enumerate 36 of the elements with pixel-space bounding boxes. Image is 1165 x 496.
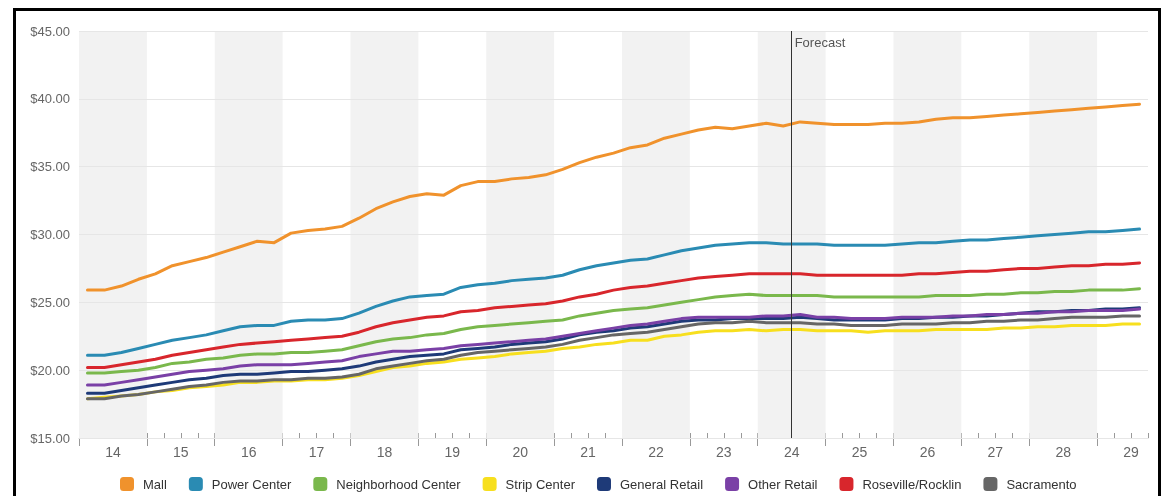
- y-tick-label: $45.00: [30, 23, 70, 39]
- y-tick-label: $30.00: [30, 227, 70, 242]
- legend-label: Roseville/Rocklin: [862, 476, 962, 492]
- x-tick-label: 18: [376, 444, 393, 460]
- line-series: [85, 102, 1142, 292]
- x-tick-label: 22: [648, 444, 664, 460]
- legend-label: Strip Center: [505, 476, 576, 492]
- x-tick-label: 20: [512, 444, 529, 460]
- y-tick-label: $15.00: [30, 430, 70, 446]
- x-tick-label: 21: [580, 444, 597, 460]
- x-tick-label: 29: [1123, 444, 1140, 460]
- x-tick-label: 26: [919, 444, 936, 460]
- line-series: [85, 227, 1142, 357]
- x-tick-label: 23: [716, 444, 732, 460]
- x-tick-label: 24: [783, 444, 800, 460]
- legend-label: Other Retail: [748, 476, 818, 492]
- y-tick-label: $25.00: [30, 294, 70, 310]
- legend-label: Mall: [143, 476, 167, 492]
- x-tick-label: 27: [987, 444, 1004, 460]
- x-tick-label: 14: [105, 444, 121, 460]
- legend-label: Sacramento: [1006, 476, 1077, 492]
- legend-label: General Retail: [619, 476, 704, 492]
- y-tick-label: $35.00: [30, 159, 70, 175]
- line-series: [85, 287, 1142, 375]
- legend-label: Power Center: [211, 476, 292, 492]
- ref-line-label: Forecast: [794, 35, 846, 50]
- x-tick-label: 16: [240, 444, 257, 460]
- x-tick-label: 15: [173, 444, 189, 460]
- x-tick-label: 25: [851, 444, 868, 460]
- x-tick-label: 17: [308, 444, 325, 460]
- x-tick-label: 28: [1055, 444, 1072, 460]
- y-tick-label: $40.00: [30, 91, 70, 107]
- y-tick-label: $20.00: [30, 362, 70, 378]
- x-tick-label: 19: [444, 444, 461, 460]
- line-series: [85, 261, 1142, 369]
- legend-label: Neighborhood Center: [336, 476, 462, 492]
